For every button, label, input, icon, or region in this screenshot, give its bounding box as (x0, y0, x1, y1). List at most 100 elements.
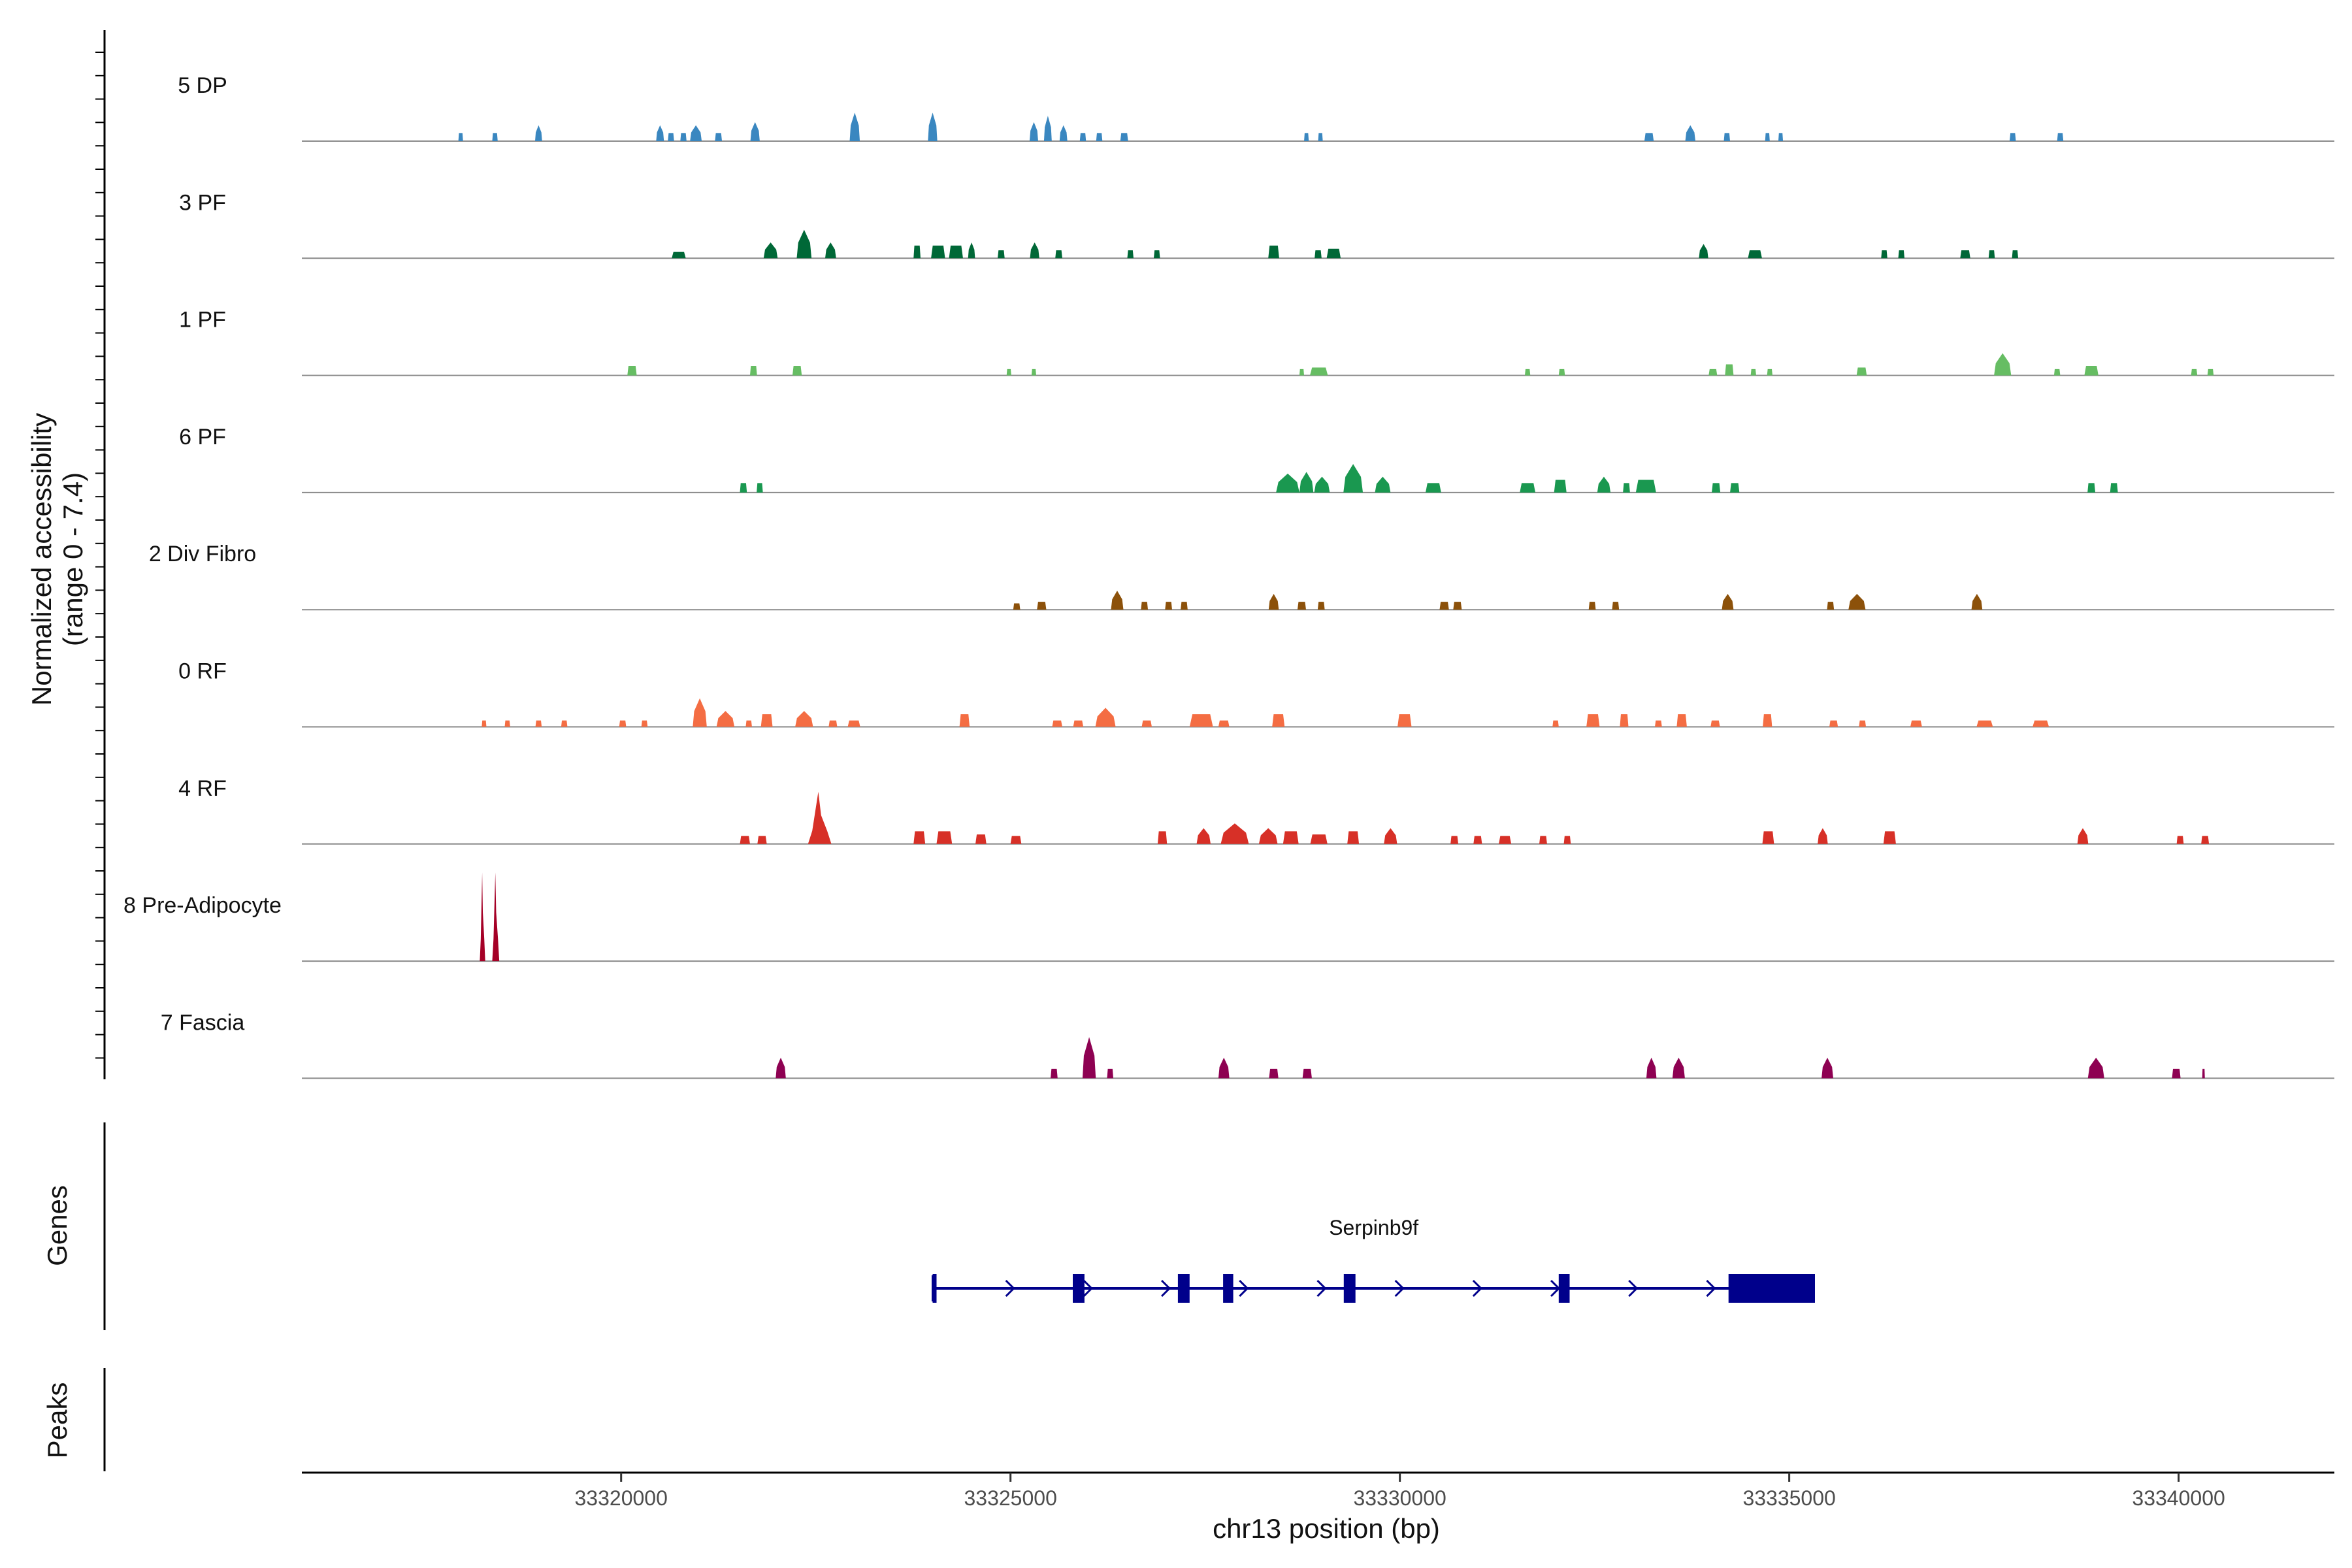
coverage-peak (1425, 483, 1441, 493)
track-label: 5 DP (178, 73, 227, 98)
coverage-peak (1439, 602, 1449, 610)
coverage-peak (1708, 368, 1718, 376)
coverage-peak (2172, 1068, 2181, 1079)
coverage-peak (749, 366, 757, 376)
coverage-peak (1856, 367, 1867, 376)
coverage-peak (2176, 836, 2184, 844)
coverage-peak (828, 720, 838, 727)
coverage-peak (2077, 828, 2089, 844)
coverage-peak (2207, 368, 2214, 376)
coverage-peak (1450, 836, 1459, 844)
coverage-peak (716, 711, 735, 727)
coverage-peak (1586, 714, 1600, 727)
coverage-peak (1315, 250, 1322, 259)
coverage-peak (750, 122, 760, 141)
coverage-peak (795, 711, 813, 727)
coverage-y-axis-ticks (95, 52, 105, 1059)
coverage-peak (825, 242, 836, 259)
coverage-peak (1672, 1057, 1685, 1079)
coverage-peak (796, 229, 812, 259)
track-2: 1 PF (179, 308, 2334, 376)
track-7: 8 Pre-Adipocyte (123, 872, 2334, 962)
coverage-peak (619, 720, 627, 727)
track-3: 6 PF (179, 425, 2334, 493)
coverage-peak (2053, 368, 2061, 376)
strand-arrow (1161, 1279, 1171, 1298)
track-8: 7 Fascia (161, 1010, 2334, 1079)
coverage-peak (1558, 368, 1565, 376)
coverage-peak (492, 872, 500, 962)
x-tick-label: 33330000 (1353, 1486, 1446, 1510)
track-1: 3 PF (179, 190, 2334, 259)
coverage-peak (641, 720, 648, 727)
coverage-peak (1994, 353, 2012, 376)
coverage-peak (1059, 125, 1068, 141)
coverage-peak (1302, 1068, 1312, 1079)
coverage-peak (458, 133, 463, 141)
coverage-peak (763, 242, 778, 259)
track-5: 0 RF (178, 659, 2334, 728)
y-axis-title-line2: (range 0 - 7.4) (57, 472, 88, 646)
coverage-tracks: 5 DP 3 PF 1 PF 6 PF 2 Div Fibro 0 RF 4 RF 8 Pre… (123, 73, 2334, 1079)
coverage-peak (1635, 480, 1656, 493)
peaks-track-title: Peaks (42, 1382, 73, 1459)
coverage-peak (1883, 831, 1896, 844)
coverage-peak (1620, 714, 1629, 727)
gene-exon (1223, 1274, 1233, 1303)
coverage-peak (1676, 714, 1687, 727)
coverage-peak (627, 366, 637, 376)
coverage-peak (1723, 133, 1731, 141)
gene-exon (1177, 1274, 1190, 1303)
coverage-peak (1818, 828, 1828, 844)
coverage-peak (1821, 1057, 1833, 1079)
x-tick-label: 33340000 (2132, 1486, 2225, 1510)
coverage-peak (1762, 831, 1774, 844)
coverage-peak (1220, 823, 1249, 844)
coverage-peak (1268, 245, 1279, 259)
coverage-peak (1646, 1057, 1657, 1079)
track-label: 3 PF (179, 190, 226, 215)
track-6: 4 RF (178, 776, 2334, 845)
coverage-peak (1276, 473, 1299, 493)
coverage-peak (1111, 591, 1124, 610)
coverage-peak (1013, 603, 1021, 610)
coverage-peak (1043, 116, 1052, 141)
coverage-peak (2202, 1068, 2205, 1079)
coverage-peak (1052, 720, 1062, 727)
coverage-peak (1725, 364, 1734, 376)
coverage-peak (1258, 828, 1278, 844)
coverage-peak (561, 720, 568, 727)
coverage-peak (1384, 828, 1397, 844)
coverage-peak (1730, 483, 1740, 493)
coverage-peak (1272, 714, 1285, 727)
track-label: 8 Pre-Adipocyte (123, 893, 282, 918)
coverage-peak (672, 252, 686, 259)
track-label: 7 Fascia (161, 1010, 245, 1035)
coverage-peak (1141, 602, 1149, 610)
coverage-peak (968, 242, 975, 259)
coverage-peak (1165, 602, 1173, 610)
coverage-peak (1960, 250, 1970, 259)
coverage-peak (959, 714, 970, 727)
coverage-peak (760, 714, 773, 727)
x-tick-label: 33325000 (964, 1486, 1056, 1510)
coverage-peak (1976, 720, 1993, 727)
coverage-peak (1010, 836, 1022, 844)
gene-model: Serpinb9f (931, 1216, 1815, 1303)
coverage-peak (792, 366, 802, 376)
coverage-peak (480, 872, 485, 962)
coverage-peak (1563, 836, 1571, 844)
coverage-peak (1181, 602, 1188, 610)
coverage-peak (1309, 367, 1328, 376)
coverage-peak (1082, 1037, 1096, 1079)
gene-exon (1558, 1274, 1570, 1303)
coverage-peak (913, 245, 921, 259)
coverage-peak (936, 831, 953, 844)
coverage-peak (1848, 593, 1866, 610)
coverage-peak (1988, 250, 1995, 259)
coverage-peak (1073, 720, 1084, 727)
gene-label: Serpinb9f (1329, 1216, 1418, 1239)
coverage-peak (2201, 836, 2210, 844)
coverage-peak (757, 483, 763, 493)
coverage-peak (1712, 483, 1721, 493)
